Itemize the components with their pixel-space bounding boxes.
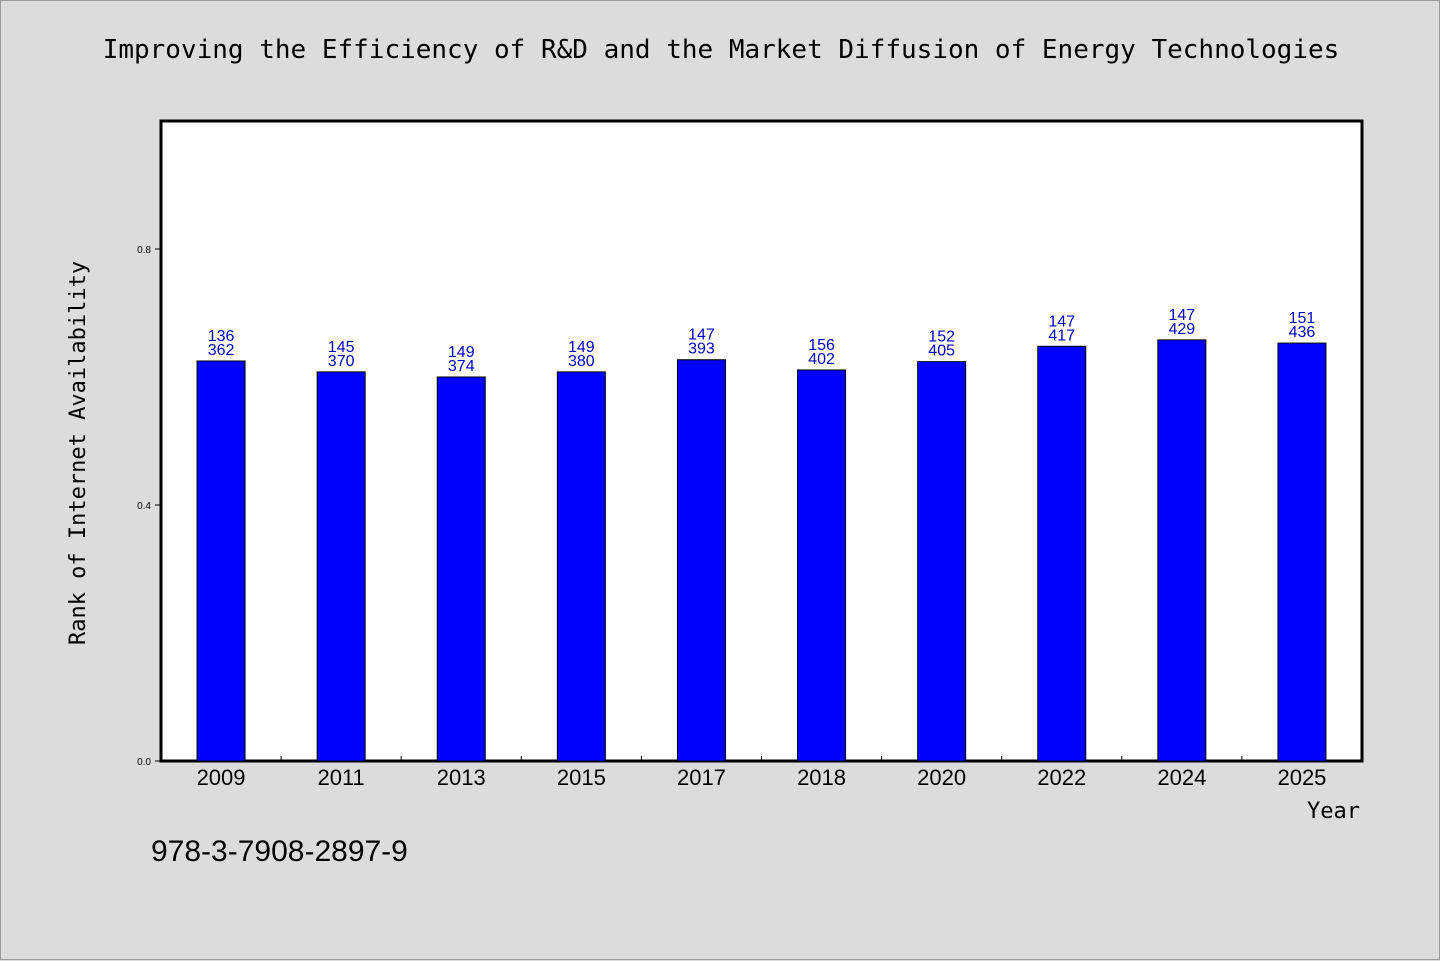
bar-label-top: 152 xyxy=(928,329,955,346)
bar-label-top: 147 xyxy=(1168,307,1195,324)
bar xyxy=(556,371,606,762)
bar-label-bottom: 405 xyxy=(928,343,955,360)
x-tick-label: 2013 xyxy=(437,765,486,790)
x-tick-label: 2011 xyxy=(317,765,364,790)
bar xyxy=(436,376,486,762)
y-axis-label: Rank of Internet Availability xyxy=(66,261,91,645)
bar-label-bottom: 436 xyxy=(1289,324,1316,341)
x-tick-label: 2024 xyxy=(1157,765,1206,790)
y-tick-label: 0.8 xyxy=(137,245,151,256)
y-tick-label: 0.0 xyxy=(137,757,151,768)
bar-label-bottom: 380 xyxy=(568,353,595,370)
x-axis: 2009 2011 2013 2015 2017 2018 2020 2022 2024 2025 xyxy=(197,756,1326,790)
x-axis-label: Year xyxy=(1307,799,1360,824)
chart-title: Improving the Efficiency of R&D and the … xyxy=(102,35,1340,65)
bar xyxy=(196,360,246,762)
bar-label-bottom: 402 xyxy=(808,351,835,368)
bar xyxy=(676,359,726,762)
isbn-label: 978-3-7908-2897-9 xyxy=(151,835,408,868)
bar-label-top: 147 xyxy=(688,327,715,344)
bar-label-top: 147 xyxy=(1048,313,1075,330)
bar-label-bottom: 370 xyxy=(328,353,355,370)
x-tick-label: 2017 xyxy=(677,765,726,790)
y-tick-label: 0.4 xyxy=(137,501,151,512)
y-axis: 0.0 0.4 0.8 xyxy=(137,245,161,768)
bar xyxy=(1157,339,1207,762)
bar-series xyxy=(196,339,1327,762)
bar-label-top: 149 xyxy=(568,339,595,356)
bar-label-top: 136 xyxy=(208,328,235,345)
bar-label-top: 156 xyxy=(808,337,835,354)
bar-label-top: 151 xyxy=(1289,310,1316,327)
x-tick-label: 2022 xyxy=(1037,765,1086,790)
bar-label-bottom: 429 xyxy=(1168,321,1195,338)
bar-label-bottom: 362 xyxy=(208,342,235,359)
bar xyxy=(1037,345,1087,762)
bar-label-top: 145 xyxy=(328,339,355,356)
bar xyxy=(1277,342,1327,762)
x-tick-label: 2018 xyxy=(797,765,846,790)
x-tick-label: 2025 xyxy=(1277,765,1326,790)
bar-label-bottom: 374 xyxy=(448,358,475,375)
x-tick-label: 2009 xyxy=(197,765,246,790)
bar xyxy=(917,361,967,762)
x-tick-label: 2015 xyxy=(557,765,606,790)
x-tick-label: 2020 xyxy=(917,765,966,790)
bar xyxy=(316,371,366,762)
bar-label-top: 149 xyxy=(448,344,475,361)
bar-label-bottom: 417 xyxy=(1048,327,1075,344)
bar-label-bottom: 393 xyxy=(688,341,715,358)
bar xyxy=(797,369,847,762)
